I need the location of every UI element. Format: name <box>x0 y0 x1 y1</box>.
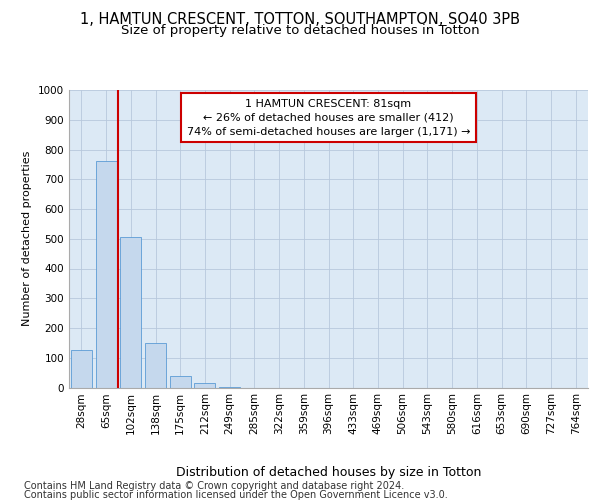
Text: 1 HAMTUN CRESCENT: 81sqm
← 26% of detached houses are smaller (412)
74% of semi-: 1 HAMTUN CRESCENT: 81sqm ← 26% of detach… <box>187 99 470 137</box>
Bar <box>194 383 215 388</box>
Y-axis label: Number of detached properties: Number of detached properties <box>22 151 32 326</box>
Text: Size of property relative to detached houses in Totton: Size of property relative to detached ho… <box>121 24 479 37</box>
Text: Contains HM Land Registry data © Crown copyright and database right 2024.: Contains HM Land Registry data © Crown c… <box>24 481 404 491</box>
Text: Contains public sector information licensed under the Open Government Licence v3: Contains public sector information licen… <box>24 490 448 500</box>
Bar <box>71 350 92 388</box>
Bar <box>170 376 191 388</box>
Bar <box>120 238 141 388</box>
Bar <box>95 162 116 388</box>
Text: 1, HAMTUN CRESCENT, TOTTON, SOUTHAMPTON, SO40 3PB: 1, HAMTUN CRESCENT, TOTTON, SOUTHAMPTON,… <box>80 12 520 28</box>
Bar <box>219 386 240 388</box>
Text: Distribution of detached houses by size in Totton: Distribution of detached houses by size … <box>176 466 481 479</box>
Bar <box>145 343 166 388</box>
